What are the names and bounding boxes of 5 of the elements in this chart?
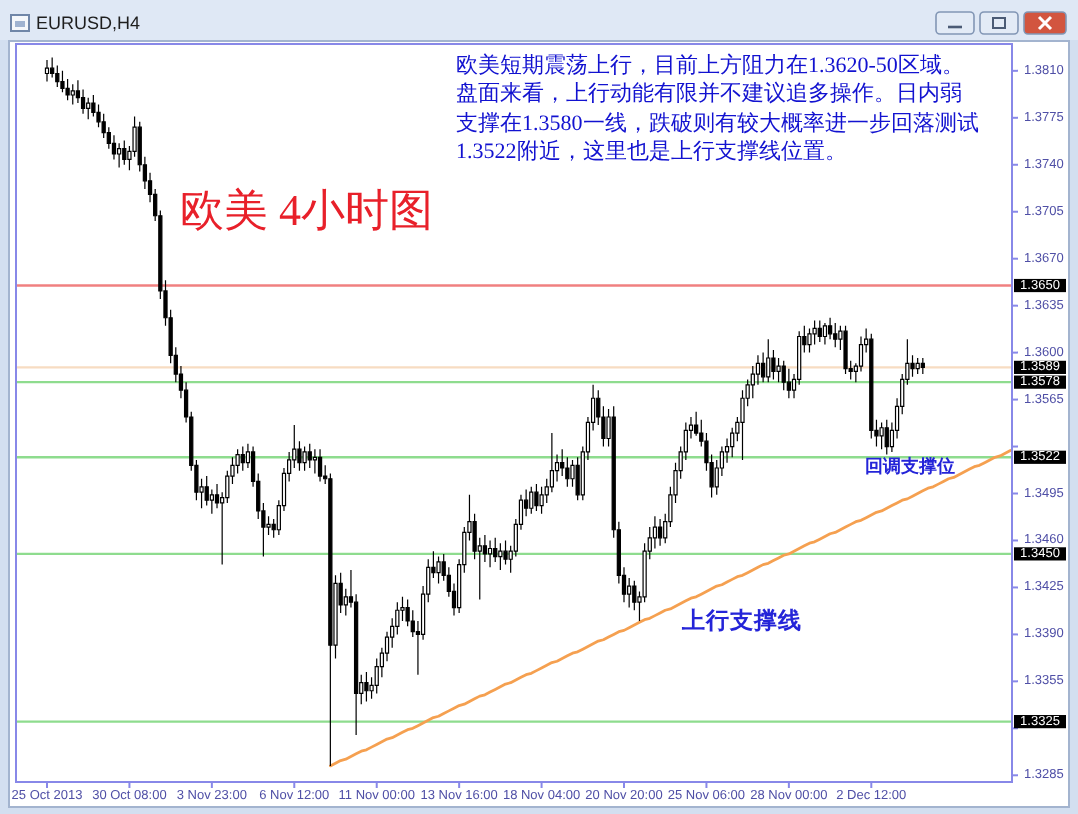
annotation: 上行支撑线 — [682, 610, 802, 634]
title: EURUSD,H4 — [36, 13, 141, 33]
annotation: 欧美短期震荡上行，目前上方阻力在1.3620-50区域。盘面来看，上行动能有限并不建议追多操作。日内弱支撑在1.3580一线，跌破则有较大概率进一步回落测试1.3522附近，这里也是上行支撑线位置。 — [456, 52, 981, 167]
annotation: 回调支撑位 — [865, 456, 955, 476]
annotation: 欧美 4小时图 — [180, 185, 433, 235]
